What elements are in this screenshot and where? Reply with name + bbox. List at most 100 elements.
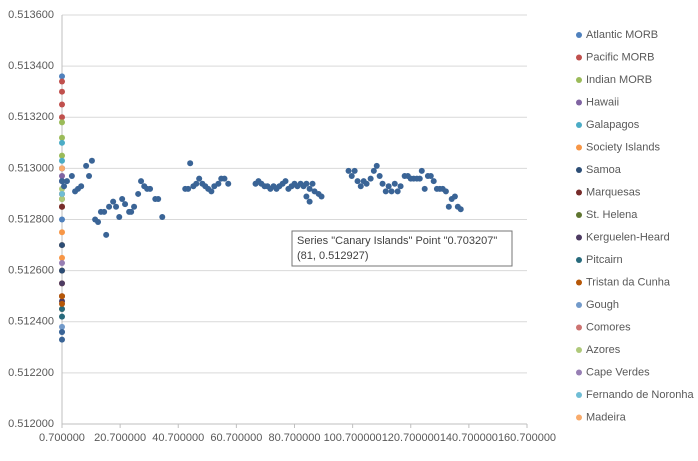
point [119,196,126,203]
legend-marker [576,144,582,151]
legend-marker [576,189,582,196]
point [59,190,65,197]
legend-marker [576,32,582,38]
point [421,185,428,192]
legend-marker [576,347,582,353]
y-tick-label: 0.512400 [8,316,54,328]
point [110,198,117,205]
legend-label: Pitcairn [586,254,623,266]
point [59,293,65,300]
point [59,203,65,210]
point [59,78,65,85]
y-tick-label: 0.513200 [8,111,54,123]
point [376,173,383,180]
marks [59,73,464,343]
x-tick-label: 20.700000 [94,432,146,444]
x-tick-label: 100.700000 [324,432,382,444]
legend-marker [576,414,582,421]
legend-marker [576,77,582,83]
point [59,196,65,203]
y-tick-label: 0.513600 [8,9,54,21]
legend-label: Azores [586,344,621,356]
legend-label: Indian MORB [586,74,652,86]
point [59,305,65,312]
point [59,216,65,223]
legend-marker [576,122,582,128]
point [318,193,325,200]
point [59,173,65,180]
point [416,175,423,182]
point [88,157,95,164]
tooltip: Series "Canary Islands" Point "0.703207"… [291,230,513,267]
point [385,183,392,190]
x-tick-label: 160.700000 [498,432,556,444]
legend-label: Gough [586,299,619,311]
point [457,206,464,213]
point [59,157,65,164]
x-tick-label: 60.700000 [210,432,262,444]
point [122,201,129,208]
point [59,229,65,236]
y-tick-label: 0.513000 [8,162,54,174]
point [379,180,386,187]
point [193,180,200,187]
legend-label: Atlantic MORB [586,29,658,41]
point [61,183,68,190]
x-tick-label: 140.700000 [440,432,498,444]
point [116,213,123,220]
point [78,183,85,190]
legend-label: Galapagos [586,119,640,131]
point [59,119,65,126]
legend-label: St. Helena [586,209,638,221]
grid [62,14,527,425]
y-tick-label: 0.513400 [8,60,54,72]
point [357,183,364,190]
point [113,203,120,210]
point [303,193,310,200]
point [155,196,162,203]
legend-label: Kerguelen-Heard [586,231,670,243]
legend-label: Tristan da Cunha [586,276,671,288]
legend-label: Pacific MORB [586,51,654,63]
point [373,162,380,169]
legend-label: Cape Verdes [586,366,650,378]
point [351,167,358,174]
point [59,165,65,172]
point [59,139,65,146]
point [59,242,65,249]
point [59,323,65,330]
point [221,175,228,182]
point [306,185,313,192]
point [208,188,215,195]
tooltip-box [291,230,513,267]
x-tick-label: 120.700000 [382,432,440,444]
legend-marker [576,234,582,241]
point [303,180,310,187]
point [394,188,401,195]
point [427,173,434,180]
point [106,203,113,210]
point [348,173,355,180]
point [345,167,352,174]
point [131,203,138,210]
point [59,114,65,121]
point [59,254,65,261]
point [63,178,70,185]
tooltip-line: (81, 0.512927) [297,250,369,262]
point [86,173,93,180]
axes: 0.512000 0.512200 0.512400 0.512600 0.512800… [8,9,556,444]
point [445,203,452,210]
point [391,180,398,187]
x-tick-label: 40.700000 [152,432,204,444]
point [309,180,316,187]
legend-marker [576,257,582,263]
point [68,173,75,180]
point [382,188,389,195]
point [59,336,65,343]
point [418,167,425,174]
y-tick-label: 0.512200 [8,367,54,379]
legend-marker [576,54,582,61]
point [59,259,65,266]
point [370,167,377,174]
legend-label: Madeira [586,411,627,423]
